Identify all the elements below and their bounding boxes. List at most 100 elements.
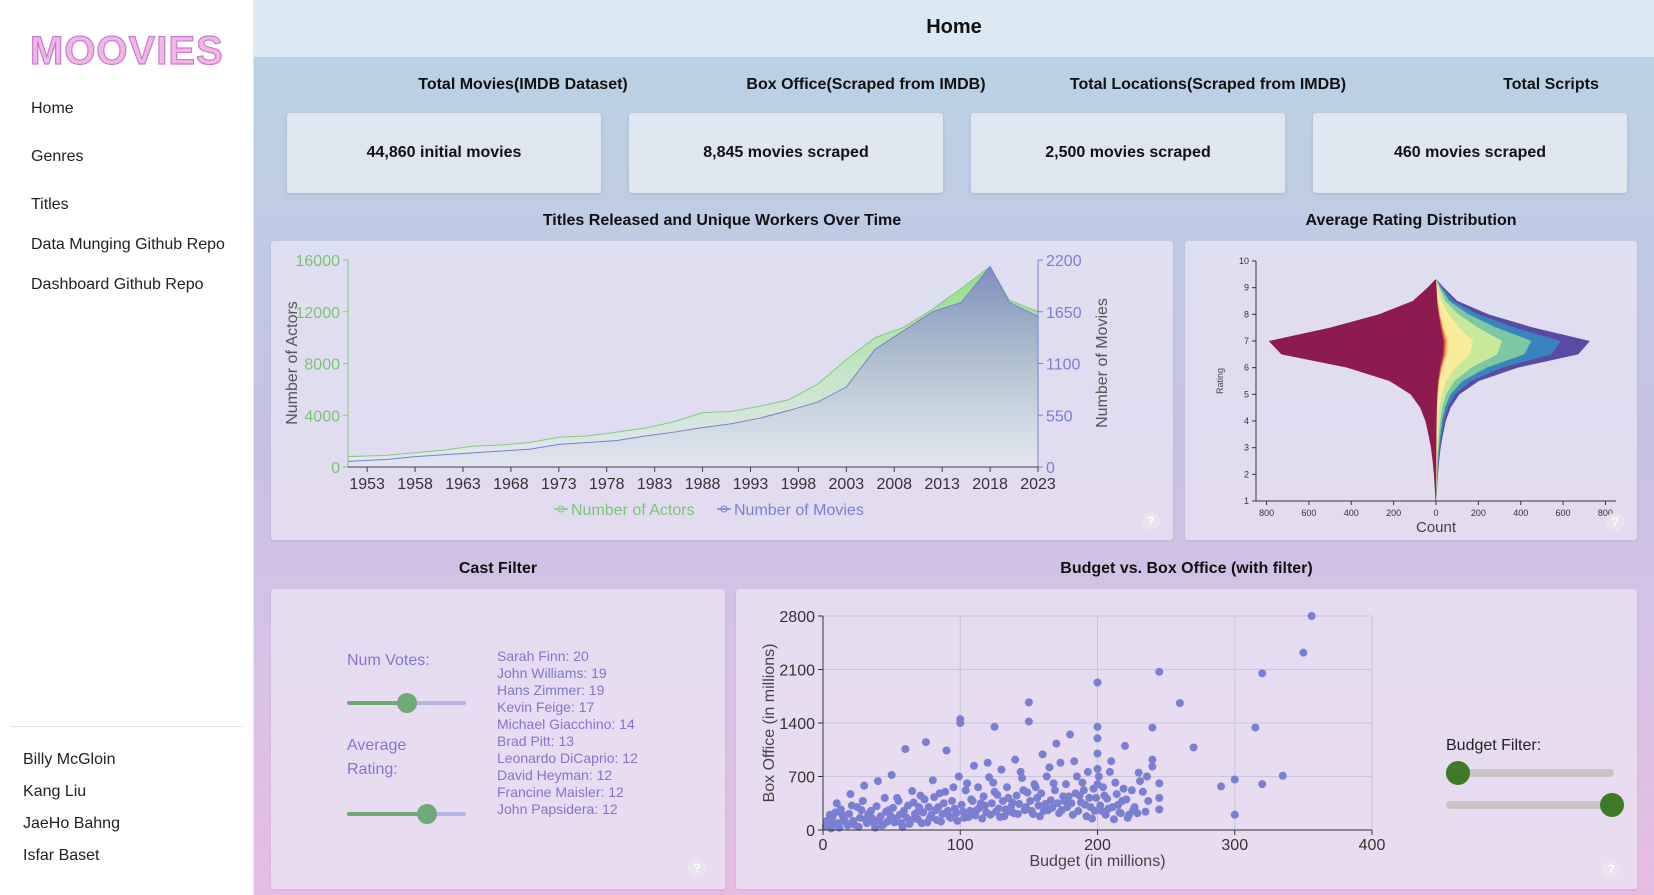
help-icon[interactable]: ?: [1606, 513, 1624, 531]
rating-y-tick-label: 8: [1244, 309, 1249, 319]
scatter-point: [1136, 777, 1145, 786]
num-votes-slider-thumb[interactable]: [396, 693, 417, 713]
stat-value: 44,860 initial movies: [366, 144, 522, 161]
budget-min-slider-thumb[interactable]: [1446, 761, 1470, 785]
scatter-point: [948, 796, 957, 805]
scatter-point: [913, 815, 922, 824]
nav-dashboard-repo[interactable]: Dashboard Github Repo: [31, 276, 204, 293]
cast-list-item: Francine Maisler: 12: [497, 784, 624, 800]
rating-distribution-chart[interactable]: 1 2 3 4 5 6 7 8 9 10 800 600 400 200 0 200 400 600 800 Coun…: [1185, 241, 1637, 540]
budget-max-slider-thumb[interactable]: [1600, 793, 1624, 817]
rating-y-tick-label: 1: [1244, 496, 1249, 506]
budget-max-slider-track[interactable]: [1446, 801, 1614, 809]
stat-title-box-office: Box Office(Scraped from IMDB): [746, 76, 986, 93]
scatter-point: [978, 814, 987, 823]
stat-card-box-office: 8,845 movies scraped: [629, 113, 943, 193]
rating-x-tick-label: 200: [1386, 508, 1401, 518]
help-icon[interactable]: ?: [1142, 512, 1160, 530]
scatter-point: [1018, 774, 1027, 783]
nav-data-munging-repo[interactable]: Data Munging Github Repo: [31, 236, 225, 253]
scatter-point: [887, 770, 896, 779]
scatter-x-tick-label: 300: [1221, 837, 1248, 854]
scatter-point: [860, 781, 869, 790]
x-axis-tick-label: 1998: [781, 476, 817, 493]
scatter-point: [858, 796, 867, 805]
scatter-point: [1130, 803, 1139, 812]
budget-box-office-panel: 0 100 200 300 400 0 700 1400 2100 2800 Budget (in …: [736, 589, 1637, 889]
nav-genres[interactable]: Genres: [31, 148, 84, 165]
rating-y-tick-label: 9: [1244, 283, 1249, 293]
moovies-logo[interactable]: MOOVIES: [22, 22, 234, 74]
scatter-point: [1037, 789, 1046, 798]
scatter-point: [893, 793, 902, 802]
scatter-point: [891, 814, 900, 823]
chart-title-rating-distribution: Average Rating Distribution: [1305, 212, 1517, 229]
budget-min-slider-track[interactable]: [1446, 769, 1614, 777]
scatter-point: [1217, 782, 1226, 791]
scatter-point: [1189, 743, 1198, 752]
scatter-point: [1070, 757, 1079, 766]
scatter-point: [1299, 648, 1308, 657]
scatter-point: [1015, 800, 1024, 809]
scatter-point: [963, 779, 972, 788]
titles-over-time-chart[interactable]: 0 4000 8000 12000 16000 0 550 1100 1650 2200 1953 1…: [271, 241, 1173, 540]
x-axis-tick-label: 1958: [397, 476, 433, 493]
nav-titles[interactable]: Titles: [31, 196, 69, 213]
sidebar-divider: [10, 726, 243, 727]
cast-list-item: John Williams: 19: [497, 665, 607, 681]
scatter-point: [1148, 755, 1157, 764]
scatter-point: [905, 819, 914, 828]
help-icon[interactable]: ?: [688, 859, 706, 877]
scatter-point: [857, 806, 866, 815]
scatter-point: [1138, 787, 1147, 796]
scatter-point: [899, 806, 908, 815]
legend-actors-marker: [557, 505, 565, 513]
scatter-y-axis-label: Box Office (in millions): [761, 644, 778, 803]
scatter-point: [1078, 778, 1087, 787]
scatter-point: [832, 799, 841, 808]
header: Home: [254, 0, 1654, 57]
scatter-point: [960, 813, 969, 822]
average-rating-slider-thumb[interactable]: [416, 804, 437, 824]
x-axis-tick-label: 2003: [829, 476, 865, 493]
nav-home[interactable]: Home: [31, 100, 74, 117]
scatter-point: [834, 819, 843, 828]
scatter-point: [932, 816, 941, 825]
sidebar: MOOVIES Home Genres Titles Data Munging …: [0, 0, 254, 895]
scatter-point: [1085, 793, 1094, 802]
right-axis-label: Number of Movies: [1094, 298, 1111, 428]
scatter-point: [919, 808, 928, 817]
scatter-point: [985, 773, 994, 782]
scatter-point: [1125, 810, 1134, 819]
x-axis-tick-label: 2008: [876, 476, 912, 493]
scatter-point: [1045, 763, 1054, 772]
scatter-point: [1112, 790, 1121, 799]
scatter-point: [1120, 741, 1129, 750]
scatter-point: [923, 818, 932, 827]
scatter-point: [1050, 786, 1059, 795]
scatter-point: [1155, 793, 1164, 802]
scatter-point: [927, 810, 936, 819]
scatter-point: [909, 798, 918, 807]
author-name: JaeHo Bahng: [23, 815, 120, 832]
rating-y-tick-label: 3: [1244, 443, 1249, 453]
x-axis-tick-label: 2023: [1020, 476, 1056, 493]
help-icon[interactable]: ?: [1602, 860, 1620, 878]
scatter-y-tick-label: 1400: [779, 716, 815, 733]
scatter-point: [1016, 767, 1025, 776]
stat-title-total-movies: Total Movies(IMDB Dataset): [418, 76, 628, 93]
left-axis-tick-label: 0: [331, 460, 340, 477]
left-axis-tick-label: 8000: [304, 357, 340, 374]
x-axis-tick-label: 1988: [685, 476, 721, 493]
scatter-point: [946, 813, 955, 822]
scatter-point: [982, 808, 991, 817]
scatter-point: [968, 796, 977, 805]
budget-box-office-chart[interactable]: 0 100 200 300 400 0 700 1400 2100 2800 Budget (in …: [736, 589, 1436, 889]
scatter-y-tick-label: 700: [788, 770, 815, 787]
rating-x-tick-label: 0: [1433, 508, 1438, 518]
x-axis-tick-label: 1953: [349, 476, 385, 493]
chart-title-budget-box-office: Budget vs. Box Office (with filter): [1060, 560, 1313, 577]
cast-filter-panel: ?: [271, 589, 725, 889]
cast-list-item: John Papsidera: 12: [497, 801, 618, 817]
author-name: Kang Liu: [23, 783, 87, 800]
